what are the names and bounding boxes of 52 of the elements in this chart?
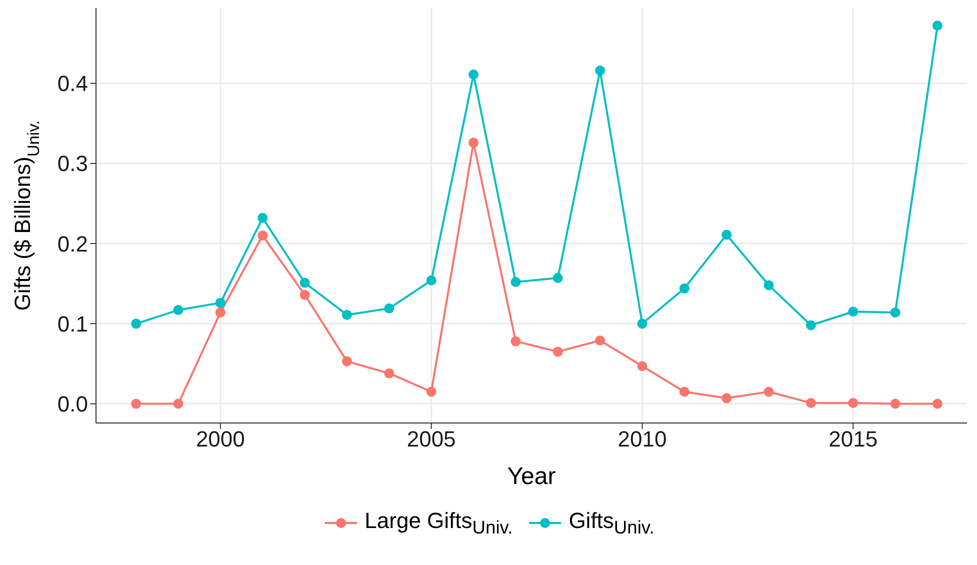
point <box>131 398 142 409</box>
point <box>848 306 858 317</box>
point <box>679 386 690 397</box>
point <box>300 290 310 300</box>
point <box>131 318 142 329</box>
point <box>764 280 774 290</box>
point <box>468 69 479 80</box>
y-tick-label: 0.0 <box>57 392 88 417</box>
point <box>468 138 479 148</box>
point <box>722 230 732 240</box>
point <box>426 275 436 286</box>
x-tick-label: 2015 <box>828 426 878 452</box>
x-axis-title: Year <box>507 463 556 490</box>
point <box>300 278 310 288</box>
point <box>637 318 648 329</box>
point <box>722 393 732 404</box>
point <box>215 307 226 318</box>
point <box>595 335 606 346</box>
legend-label: Gifts$_{Univ.}$ <box>568 508 654 538</box>
point <box>215 298 226 308</box>
point <box>342 310 352 320</box>
point <box>764 386 774 397</box>
y-tick-label: 0.1 <box>57 311 88 336</box>
point <box>173 398 184 409</box>
y-tick-label: 0.3 <box>57 151 88 176</box>
point <box>384 368 394 378</box>
y-tick-label: 0.4 <box>57 71 88 96</box>
point <box>848 398 858 408</box>
point <box>552 346 563 357</box>
point <box>806 320 816 330</box>
point <box>342 356 352 366</box>
point <box>552 272 563 283</box>
point <box>637 361 648 372</box>
point <box>890 307 900 318</box>
point <box>258 230 268 241</box>
point <box>932 398 942 409</box>
point <box>806 398 816 408</box>
point <box>384 303 394 314</box>
point <box>890 398 900 409</box>
point <box>173 305 184 316</box>
point <box>258 212 268 223</box>
x-tick-label: 2000 <box>196 426 245 452</box>
x-tick-label: 2010 <box>618 426 667 452</box>
legend-label: Large Gifts$_{Univ.}$ <box>364 508 513 538</box>
point <box>510 336 521 346</box>
point <box>426 386 436 397</box>
point <box>510 276 521 287</box>
point <box>932 20 942 31</box>
x-tick-label: 2005 <box>406 426 456 452</box>
point <box>595 65 606 76</box>
point <box>679 283 690 294</box>
y-tick-label: 0.2 <box>57 231 88 256</box>
